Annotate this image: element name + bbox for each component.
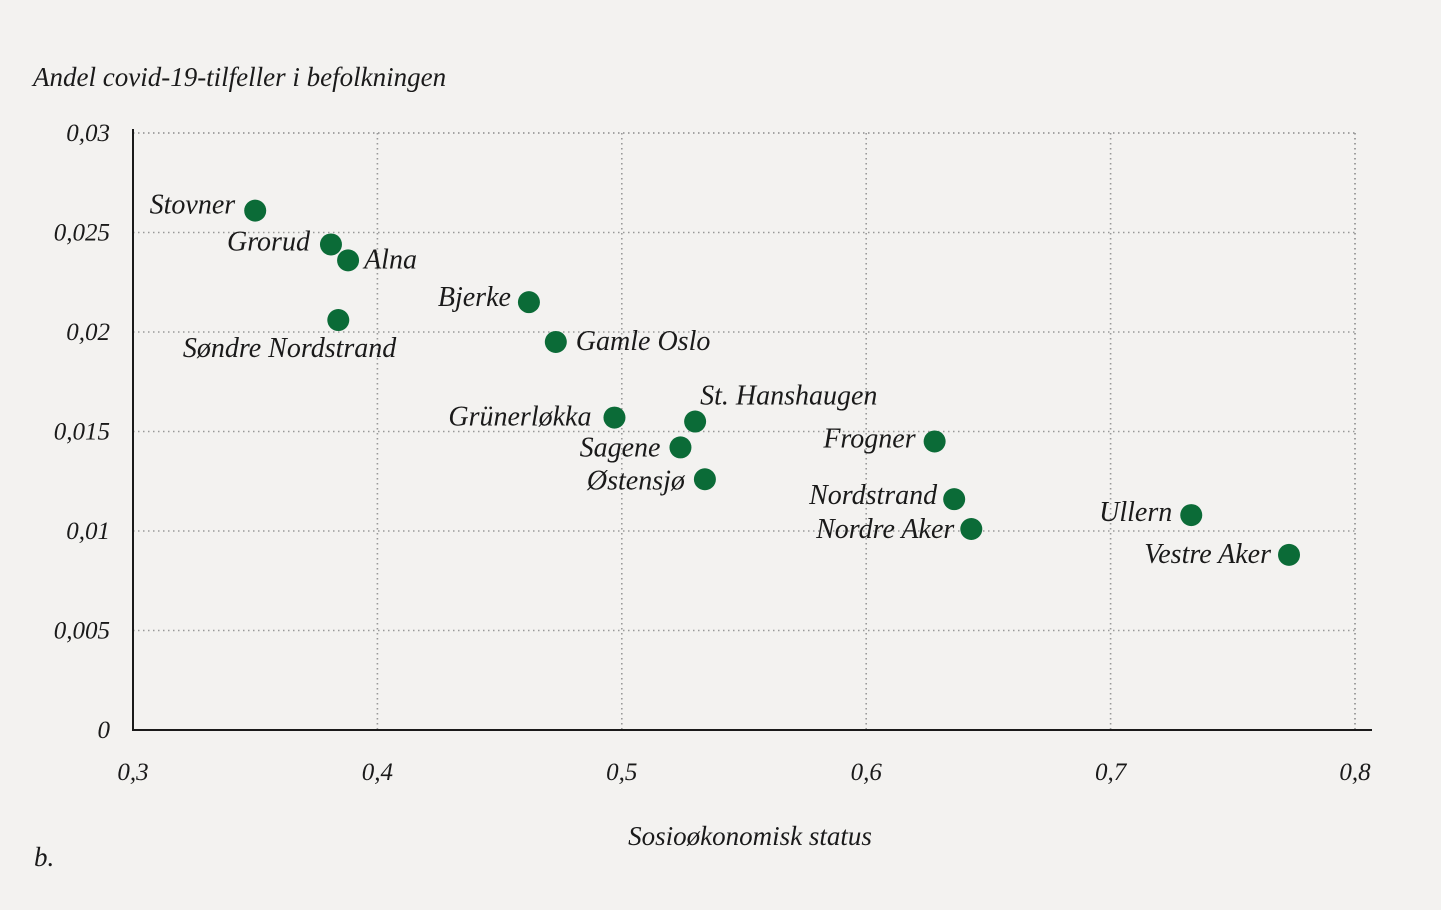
data-point (693, 468, 716, 491)
point-label: Bjerke (438, 282, 511, 313)
x-tick-label: 0,4 (362, 759, 393, 786)
point-label: Sagene (580, 432, 661, 463)
point-label: Stovner (150, 190, 236, 221)
data-point (319, 233, 342, 256)
data-point (669, 436, 692, 459)
point-label: Østensjø (586, 465, 686, 496)
point-label: Nordstrand (808, 480, 938, 511)
axes (132, 129, 1372, 731)
data-point (1180, 504, 1203, 527)
x-tick-label: 0,6 (851, 759, 883, 786)
data-point (960, 518, 983, 541)
y-axis-label: Andel covid-19-tilfeller i befolkningen (31, 62, 446, 92)
data-point (1278, 543, 1301, 566)
point-label: Vestre Aker (1144, 539, 1271, 570)
data-points: Stovner Grorud Alna Søndre Nordstrand Bjerke… (150, 190, 1301, 570)
x-axis-label: Sosioøkonomisk status (628, 821, 872, 851)
data-point (244, 199, 267, 222)
data-point (684, 410, 707, 433)
data-point (327, 309, 350, 332)
data-point (517, 291, 540, 314)
point-label: Grorud (227, 226, 311, 257)
data-point (544, 330, 567, 353)
y-tick-label: 0,025 (54, 220, 110, 247)
y-tick-label: 0,02 (66, 319, 110, 346)
data-point (337, 249, 360, 272)
x-tick-label: 0,3 (117, 759, 148, 786)
y-tick-label: 0,015 (54, 419, 110, 446)
data-point (943, 488, 966, 511)
point-label: Alna (362, 244, 417, 275)
x-tick-label: 0,8 (1339, 759, 1371, 786)
point-label: St. Hanshaugen (700, 381, 877, 412)
point-label: Nordre Aker (815, 514, 954, 545)
x-tick-label: 0,7 (1095, 759, 1128, 786)
tick-labels: 0,3 0,4 0,5 0,6 0,7 0,8 0 0,005 0,01 0,015 0,02 0,0… (54, 120, 1371, 786)
y-tick-label: 0,03 (66, 120, 110, 147)
grid (133, 132, 1356, 730)
y-tick-label: 0,005 (54, 618, 110, 645)
data-point (923, 430, 946, 453)
point-label: Frogner (822, 423, 915, 454)
point-label: Søndre Nordstrand (183, 333, 397, 364)
x-tick-label: 0,5 (606, 759, 637, 786)
point-label: Gamle Oslo (576, 326, 711, 357)
panel-label: b. (34, 842, 54, 872)
y-tick-label: 0,01 (66, 518, 110, 545)
point-label: Ullern (1099, 497, 1172, 528)
y-tick-label: 0 (98, 717, 111, 744)
point-label: Grünerløkka (448, 402, 591, 433)
data-point (603, 406, 626, 429)
